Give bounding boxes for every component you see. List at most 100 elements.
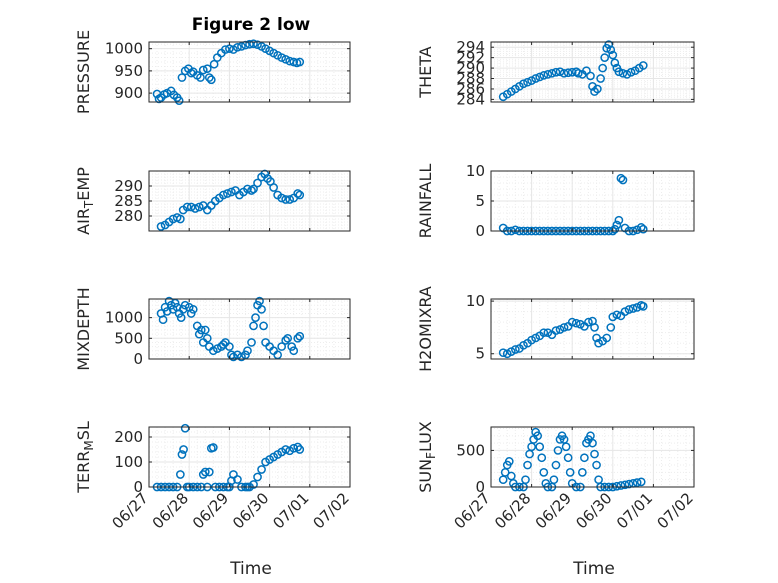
data-point	[584, 317, 593, 327]
data-point	[573, 68, 583, 78]
data-point	[590, 323, 599, 332]
axes-box	[490, 298, 695, 360]
data-point	[196, 325, 206, 335]
y-axis-label: THETA	[416, 46, 435, 98]
data-point	[612, 310, 622, 320]
data-point	[182, 202, 192, 212]
data-point	[588, 438, 597, 448]
data-point	[598, 63, 608, 73]
plot-area	[491, 299, 694, 359]
data-point	[563, 68, 573, 78]
data-point	[281, 445, 291, 454]
data-point	[555, 67, 565, 77]
data-point	[624, 479, 634, 489]
data-point	[249, 480, 258, 489]
data-point	[170, 298, 180, 308]
x-tick-label: 06/27	[451, 489, 494, 532]
data-point	[614, 215, 624, 225]
data-point	[247, 186, 256, 195]
data-point	[177, 73, 187, 82]
y-tick-label: 290	[114, 177, 143, 195]
data-point	[551, 326, 561, 335]
data-point	[535, 442, 545, 452]
data-point	[289, 346, 299, 356]
y-tick-label: 0	[475, 222, 485, 240]
data-point	[277, 53, 287, 62]
x-tick-label: 07/02	[654, 489, 697, 532]
data-point	[202, 333, 212, 343]
data-point	[295, 57, 305, 67]
data-point	[281, 336, 291, 345]
data-point	[293, 189, 303, 198]
x-tick-label: 06/29	[532, 489, 575, 532]
data-point	[259, 321, 268, 331]
data-point	[582, 66, 591, 76]
y-axis-label: AIRTEMP	[74, 167, 96, 235]
y-axis-label: RAINFALL	[416, 164, 435, 239]
data-point	[257, 465, 266, 474]
data-point	[243, 346, 252, 356]
y-tick-label: 294	[456, 38, 485, 56]
data-point	[174, 96, 184, 106]
data-point	[196, 73, 205, 82]
x-tick-label: 07/02	[310, 489, 353, 532]
data-point	[283, 333, 293, 343]
y-tick-label: 288	[456, 70, 485, 88]
data-point	[610, 58, 620, 68]
axes-box	[148, 298, 351, 360]
y-tick-label: 290	[456, 59, 485, 77]
data-point	[590, 449, 599, 459]
data-point	[543, 69, 553, 79]
data-point	[620, 480, 630, 490]
data-point	[531, 74, 541, 83]
data-point	[208, 443, 218, 452]
data-point	[253, 472, 262, 482]
data-point	[156, 222, 166, 231]
data-point	[176, 470, 185, 479]
data-point	[549, 475, 559, 485]
y-tick-label: 280	[114, 207, 143, 225]
data-point	[293, 333, 303, 343]
data-point	[227, 350, 236, 360]
data-point	[596, 74, 605, 83]
data-point	[225, 342, 234, 351]
data-point	[618, 175, 628, 185]
y-axis-label: TERRMSL	[74, 421, 96, 494]
y-tick-label: 900	[114, 84, 143, 102]
data-point	[588, 81, 597, 91]
data-point	[249, 321, 258, 331]
data-point	[295, 445, 305, 454]
data-point	[200, 467, 210, 477]
data-point	[269, 183, 278, 192]
data-point	[519, 79, 528, 89]
data-point	[567, 67, 577, 77]
x-tick-label: 06/29	[189, 489, 232, 532]
data-point	[626, 67, 636, 77]
data-point	[624, 305, 634, 314]
axes-box	[490, 426, 695, 488]
data-point	[602, 333, 612, 343]
data-point	[586, 71, 595, 81]
data-point	[177, 450, 187, 459]
data-point	[511, 345, 520, 354]
data-point	[253, 40, 262, 50]
data-point	[498, 348, 508, 358]
data-point	[255, 296, 264, 306]
data-point	[535, 72, 545, 82]
data-point	[179, 445, 188, 454]
data-point	[281, 54, 291, 64]
y-tick-label: 0	[133, 478, 143, 496]
data-point	[547, 68, 557, 78]
data-point	[176, 313, 186, 322]
data-point	[247, 338, 256, 347]
data-point	[559, 323, 569, 332]
x-tick-label: 06/27	[109, 489, 152, 532]
subplot-4: 0 5 10 RAINFALL	[416, 162, 695, 240]
data-point	[245, 39, 254, 49]
data-point	[600, 53, 610, 63]
data-point	[578, 468, 587, 477]
data-point	[285, 195, 295, 204]
y-tick-label: 200	[114, 428, 143, 446]
data-point	[202, 64, 212, 74]
